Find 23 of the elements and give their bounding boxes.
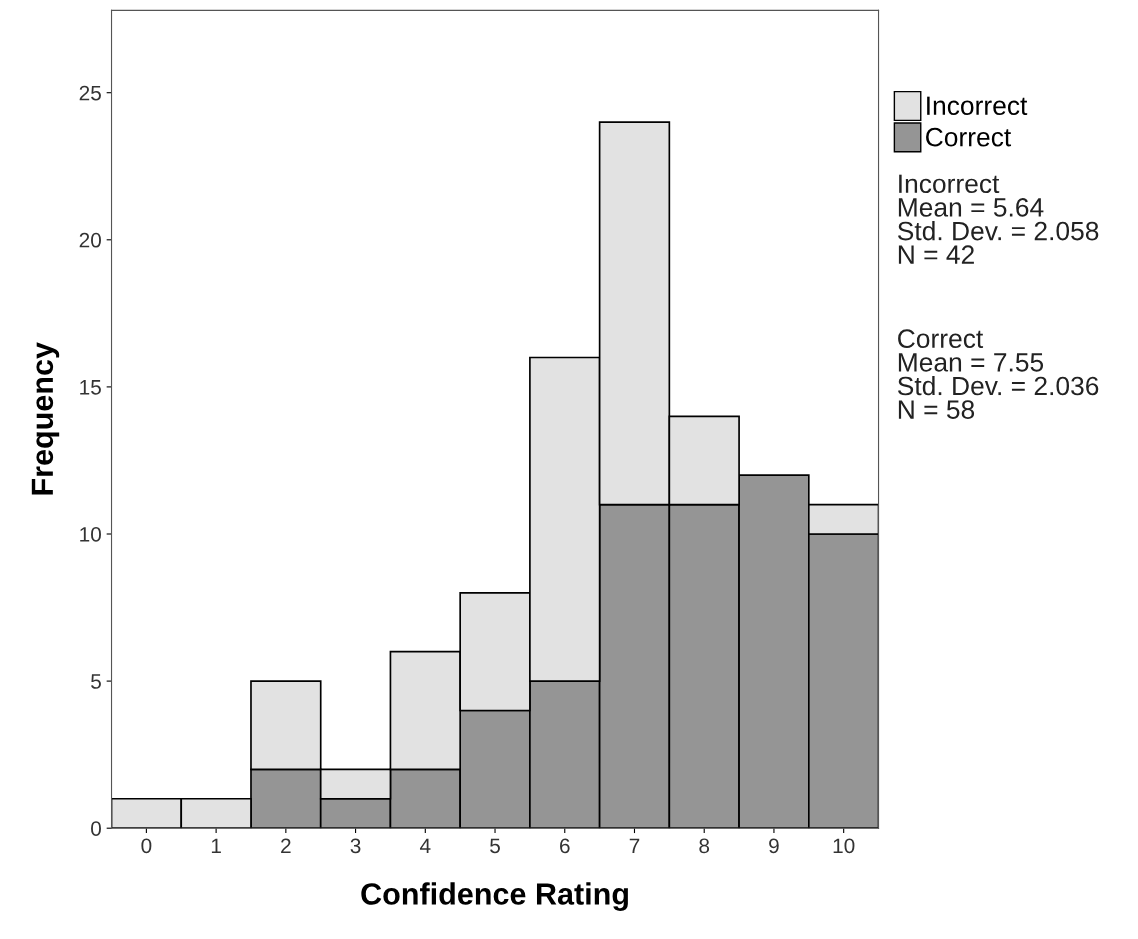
legend-label: Incorrect bbox=[927, 96, 1028, 116]
y-tick-label: 0 bbox=[91, 821, 101, 836]
x-tick-label: 8 bbox=[699, 838, 710, 854]
text: Incorrect Mean = 5.64 Std. Dev. = 2.058 N = 42 bbox=[897, 174, 1099, 264]
y-tick-label: 5 bbox=[91, 674, 101, 689]
x-tick-label: 0 bbox=[141, 838, 152, 854]
x-tick-label: 7 bbox=[629, 838, 640, 854]
x-tick-label: 5 bbox=[490, 838, 500, 854]
x-tick-label: 10 bbox=[833, 838, 855, 854]
x-tick-label: 4 bbox=[419, 838, 431, 854]
y-tick-label: 10 bbox=[80, 527, 101, 542]
y-tick-label: 15 bbox=[80, 380, 101, 395]
y-tick-label: 20 bbox=[79, 232, 101, 248]
x-tick-label: 6 bbox=[560, 838, 570, 854]
y-tick-label: 25 bbox=[79, 85, 101, 101]
x-tick-label: 1 bbox=[211, 838, 221, 854]
y-axis-title: Frequency bbox=[31, 342, 60, 495]
x-axis-title: Confidence Rating bbox=[361, 882, 628, 911]
x-tick-label: 9 bbox=[769, 838, 779, 854]
x-tick-label: 2 bbox=[281, 838, 291, 854]
x-tick-label: 3 bbox=[350, 838, 361, 854]
text: Correct Mean = 7.55 Std. Dev. = 2.036 N = 58 bbox=[897, 329, 1099, 419]
legend-label: Correct bbox=[926, 127, 1012, 147]
